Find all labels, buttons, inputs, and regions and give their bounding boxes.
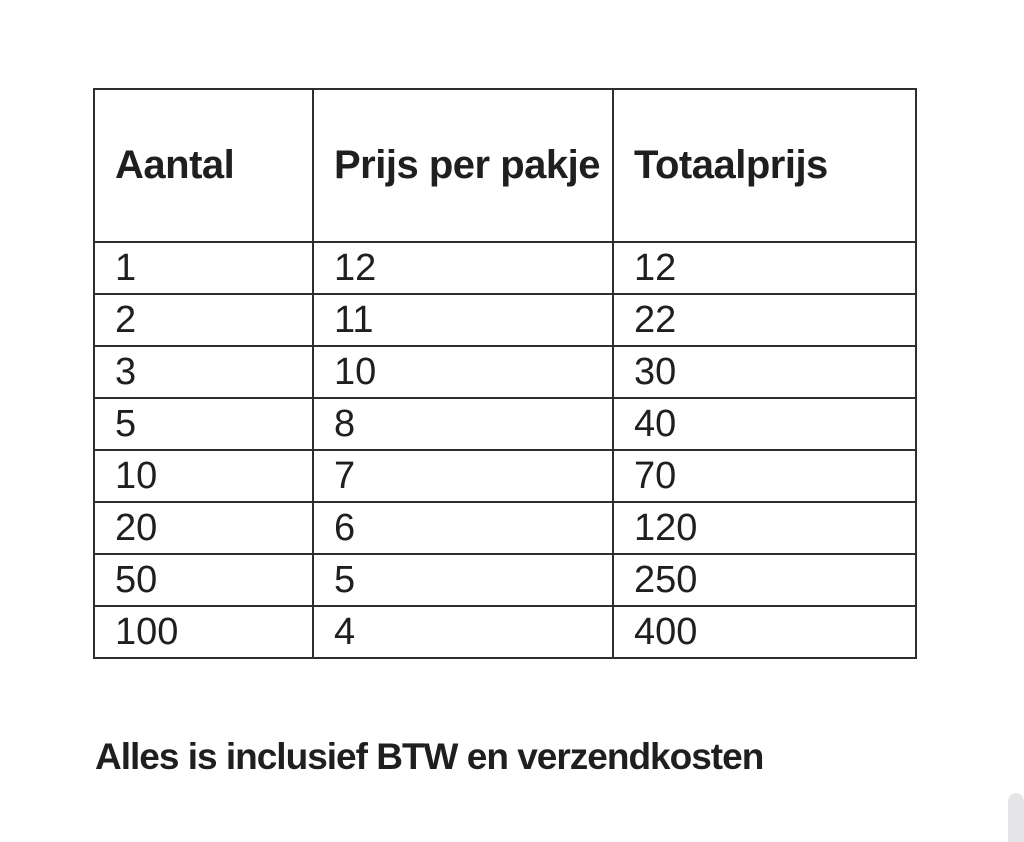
cell-prijs-per-pakje: 5 (312, 553, 614, 607)
caption-text: Alles is inclusief BTW en verzendkosten (95, 736, 764, 777)
cell-totaalprijs: 250 (612, 553, 917, 607)
column-header-aantal: Aantal (93, 88, 314, 243)
table-header-row: Aantal Prijs per pakje Totaalprijs (93, 88, 917, 243)
table-row: 10 7 70 (93, 449, 917, 503)
cell-prijs-per-pakje: 12 (312, 241, 614, 295)
cell-prijs-per-pakje: 10 (312, 345, 614, 399)
cell-aantal: 100 (93, 605, 314, 659)
cell-aantal: 20 (93, 501, 314, 555)
cell-prijs-per-pakje: 8 (312, 397, 614, 451)
cell-prijs-per-pakje: 11 (312, 293, 614, 347)
table-row: 5 8 40 (93, 397, 917, 451)
cell-totaalprijs: 12 (612, 241, 917, 295)
cell-aantal: 50 (93, 553, 314, 607)
table-row: 50 5 250 (93, 553, 917, 607)
table-row: 20 6 120 (93, 501, 917, 555)
cell-totaalprijs: 40 (612, 397, 917, 451)
cell-aantal: 1 (93, 241, 314, 295)
scrollbar-thumb[interactable] (1008, 793, 1024, 842)
table-row: 2 11 22 (93, 293, 917, 347)
cell-totaalprijs: 120 (612, 501, 917, 555)
cell-totaalprijs: 30 (612, 345, 917, 399)
cell-totaalprijs: 70 (612, 449, 917, 503)
column-header-totaalprijs: Totaalprijs (612, 88, 917, 243)
cell-aantal: 10 (93, 449, 314, 503)
table-row: 3 10 30 (93, 345, 917, 399)
cell-prijs-per-pakje: 6 (312, 501, 614, 555)
cell-aantal: 5 (93, 397, 314, 451)
column-header-prijs-per-pakje: Prijs per pakje (312, 88, 614, 243)
cell-prijs-per-pakje: 7 (312, 449, 614, 503)
cell-aantal: 2 (93, 293, 314, 347)
cell-aantal: 3 (93, 345, 314, 399)
cell-totaalprijs: 22 (612, 293, 917, 347)
price-table: Aantal Prijs per pakje Totaalprijs 1 12 12… (93, 88, 917, 659)
cell-totaalprijs: 400 (612, 605, 917, 659)
cell-prijs-per-pakje: 4 (312, 605, 614, 659)
table-row: 100 4 400 (93, 605, 917, 659)
table-body: 1 12 12 2 11 22 3 10 30 5 8 40 10 7 70 20 6 120 50 5 250 100 4… (93, 241, 917, 659)
table-row: 1 12 12 (93, 241, 917, 295)
